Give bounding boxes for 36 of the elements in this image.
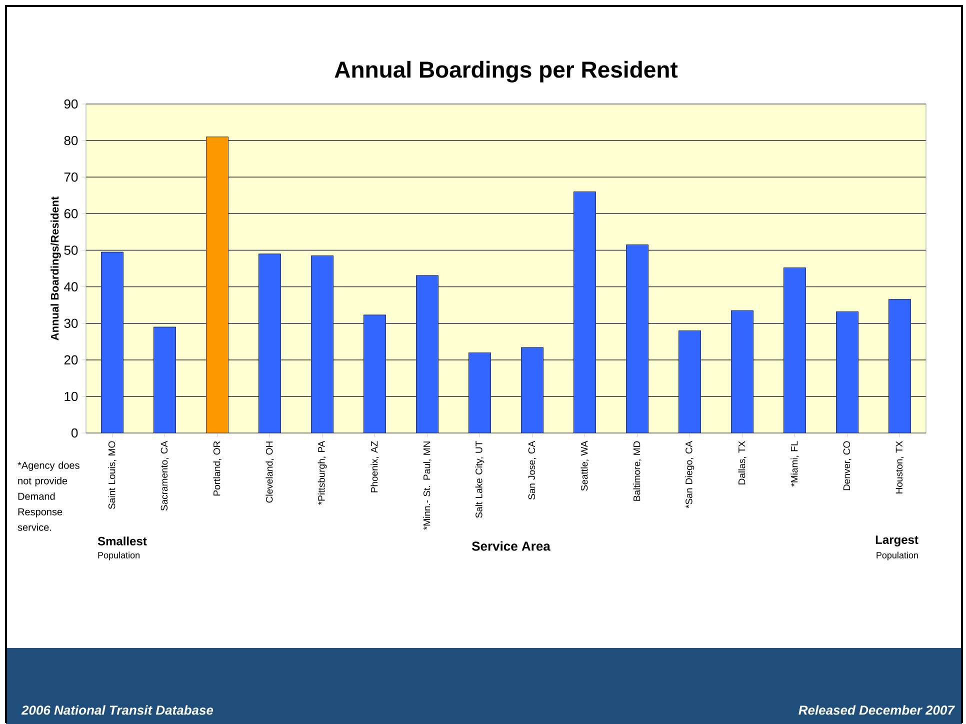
text: Population <box>98 552 140 560</box>
x-tick-label: *Pittsburgh, PA <box>318 440 327 505</box>
x-tick-label: Seattle, WA <box>580 440 589 491</box>
x-tick-label: Portland, OR <box>213 441 222 496</box>
y-tick-label: 10 <box>64 392 78 402</box>
x-tick-label: Sacramento, CA <box>160 440 169 511</box>
y-tick-label: 0 <box>71 428 78 438</box>
y-tick-label: 70 <box>64 172 78 182</box>
x-tick-label: Houston, TX <box>896 441 904 494</box>
x-tick-label: *San Diego, CA <box>685 440 694 508</box>
text: Released December 2007 <box>798 705 955 715</box>
x-tick-label: *Minn.- St. Paul, MN <box>423 442 432 530</box>
x-axis-title: Service Area <box>472 541 550 551</box>
y-tick-label: 30 <box>64 318 78 328</box>
text: *Agency does not provide Demand Response service. <box>18 462 80 531</box>
x-tick-label: Baltimore, MD <box>633 441 642 501</box>
x-tick-label: Dallas, TX <box>738 441 746 484</box>
x-tick-label: San Jose, CA <box>528 440 536 500</box>
x-tick-label: Denver, CO <box>843 441 852 490</box>
text: Smallest <box>98 536 147 546</box>
y-tick-label: 50 <box>64 246 78 255</box>
text: 2006 National Transit Database <box>21 705 214 715</box>
text: Population <box>876 552 918 560</box>
y-tick-label: 90 <box>64 99 78 109</box>
x-tick-label: Cleveland, OH <box>266 442 274 503</box>
y-tick-label: 40 <box>64 282 78 292</box>
y-tick-label: 20 <box>64 355 78 364</box>
text: Largest <box>876 536 918 546</box>
x-tick-label: Phoenix, AZ <box>370 441 379 492</box>
x-tick-label: *Miami, FL <box>790 441 799 487</box>
chart-title: Annual Boardings per Resident <box>334 60 678 82</box>
x-tick-label: Saint Louis, MO <box>108 441 116 509</box>
y-axis-title: Annual Boardings/Resident <box>50 196 61 340</box>
x-tick-label: Salt Lake City, UT <box>475 441 484 518</box>
y-tick-label: 80 <box>64 136 78 146</box>
y-tick-label: 60 <box>64 209 78 218</box>
